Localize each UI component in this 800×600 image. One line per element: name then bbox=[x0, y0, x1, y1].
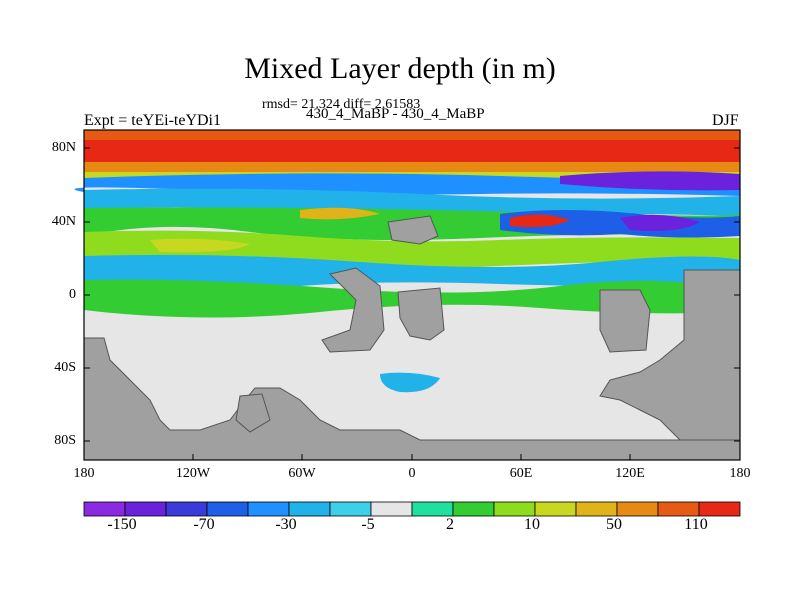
land-masses bbox=[83, 215, 741, 461]
colorbar-swatch bbox=[698, 501, 741, 517]
lon-label-60w: 60W bbox=[288, 466, 316, 481]
colorbar-label: -70 bbox=[193, 516, 215, 533]
colorbar-label: -30 bbox=[275, 516, 297, 533]
colorbar-swatch bbox=[411, 501, 454, 517]
colorbar-label: -150 bbox=[107, 516, 137, 533]
stats-subtitle: rmsd= 21.324 diff= 2.61583 bbox=[262, 97, 421, 112]
atlantic-yellow-patch bbox=[300, 207, 380, 220]
colorbar bbox=[83, 501, 741, 517]
asia-red-patch bbox=[510, 214, 570, 228]
asia-purple-patch bbox=[620, 214, 700, 231]
europe-land bbox=[387, 215, 439, 245]
colorbar-label: 50 bbox=[606, 516, 622, 533]
colorbar-swatch bbox=[247, 501, 290, 517]
lat-label-0: 0 bbox=[69, 287, 76, 302]
colorbar-swatch bbox=[657, 501, 700, 517]
colorbar-swatch bbox=[534, 501, 577, 517]
colorbar-swatch bbox=[288, 501, 331, 517]
arctic-band-orange bbox=[84, 162, 740, 174]
lon-label-60e: 60E bbox=[509, 466, 533, 481]
africa-land bbox=[397, 287, 445, 341]
arctic-band-deep-red bbox=[84, 140, 740, 162]
colorbar-label: 10 bbox=[524, 516, 540, 533]
lon-label-0: 0 bbox=[408, 466, 416, 481]
colorbar-swatch bbox=[493, 501, 536, 517]
colorbar-label: -5 bbox=[361, 516, 375, 533]
lat-label-80s: 80S bbox=[54, 433, 76, 448]
lat-label-80n: 80N bbox=[51, 140, 76, 155]
colorbar-swatch bbox=[370, 501, 413, 517]
case-subtitle: 430_4_MaBP - 430_4_MaBP bbox=[306, 106, 485, 122]
southern-ocean-cyan-patch bbox=[380, 372, 440, 393]
season-label: DJF bbox=[712, 112, 739, 129]
colorbar-swatch bbox=[616, 501, 659, 517]
north-pacific-purple-patch bbox=[560, 171, 740, 191]
lon-label-180e: 180 bbox=[729, 466, 751, 481]
pacific-yellow-patch bbox=[150, 238, 250, 253]
colorbar-swatch bbox=[329, 501, 372, 517]
lat-label-40s: 40S bbox=[54, 360, 76, 375]
colorbar-swatch bbox=[452, 501, 495, 517]
lon-label-180w: 180 bbox=[73, 466, 95, 481]
lon-label-120e: 120E bbox=[615, 466, 645, 481]
colorbar-swatch bbox=[83, 501, 126, 517]
colorbar-swatch bbox=[206, 501, 249, 517]
colorbar-swatch bbox=[575, 501, 618, 517]
colorbar-swatch bbox=[124, 501, 167, 517]
antarctic-peninsula-land bbox=[235, 393, 271, 433]
map-panel bbox=[74, 129, 741, 461]
asia-blue-patch bbox=[500, 210, 740, 238]
experiment-label: Expt = teYEi-teYDi1 bbox=[84, 112, 221, 129]
tropical-cyan-band bbox=[84, 254, 740, 289]
colorbar-label: 2 bbox=[446, 516, 454, 533]
colorbar-label: 110 bbox=[684, 516, 708, 533]
africa-horn-land bbox=[599, 289, 651, 353]
south-america-land bbox=[321, 267, 385, 353]
plot-title: Mixed Layer depth (in m) bbox=[244, 52, 556, 85]
colorbar-swatch bbox=[165, 501, 208, 517]
axis-ticks bbox=[83, 147, 741, 460]
lat-label-40n: 40N bbox=[51, 214, 76, 229]
lon-label-120w: 120W bbox=[175, 466, 211, 481]
